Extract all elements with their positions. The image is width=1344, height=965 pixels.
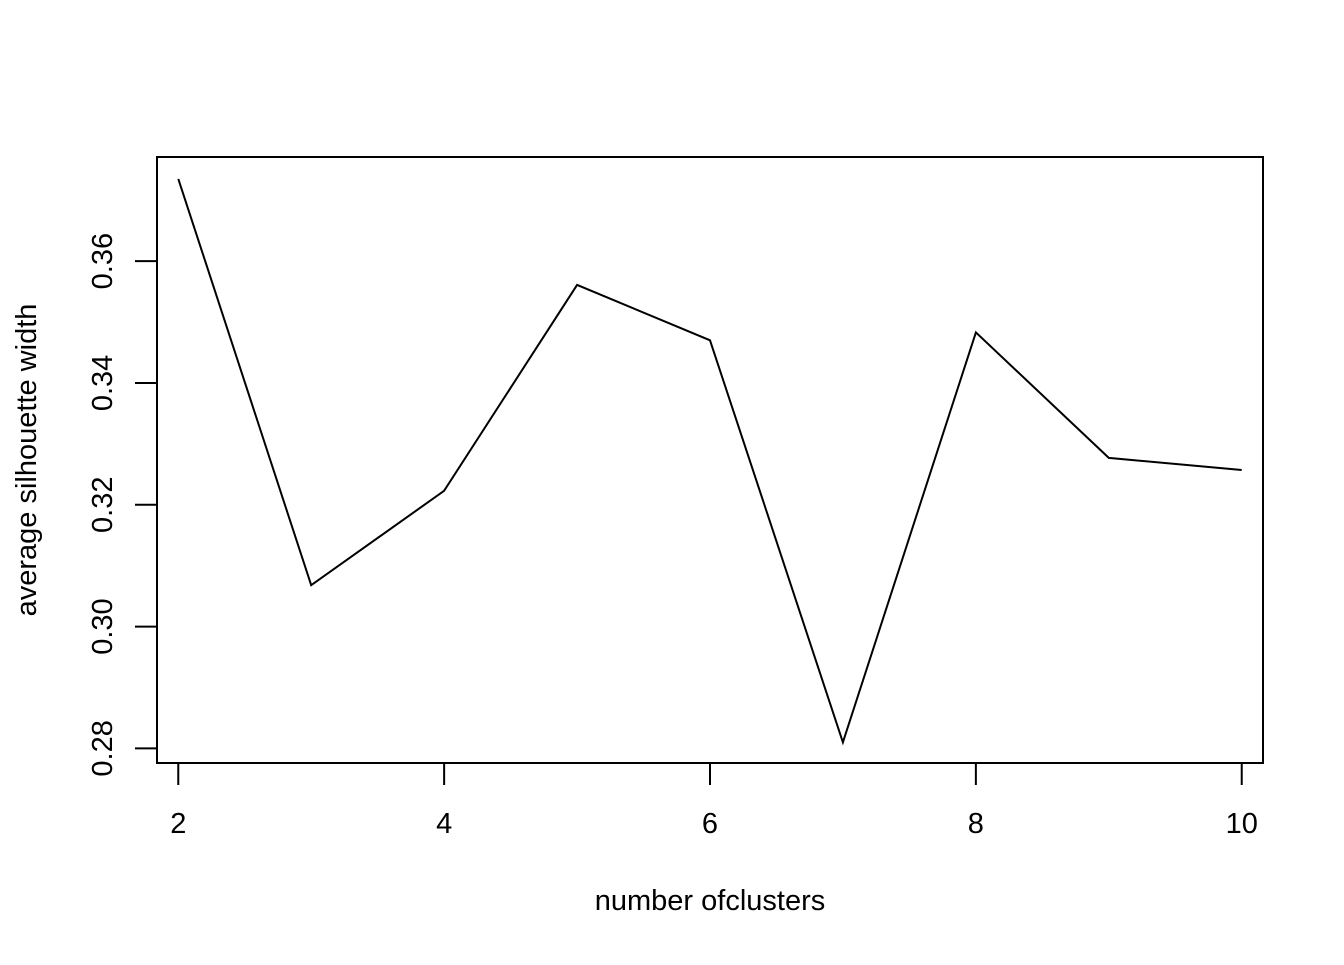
y-tick-label: 0.32 bbox=[87, 477, 119, 533]
x-tick-label: 4 bbox=[436, 808, 452, 840]
x-tick-label: 10 bbox=[1226, 808, 1258, 840]
y-tick-label: 0.28 bbox=[87, 720, 119, 776]
y-tick-label: 0.36 bbox=[87, 233, 119, 289]
x-axis-title: number ofclusters bbox=[595, 885, 826, 917]
plot-frame bbox=[156, 156, 1264, 764]
series-line bbox=[177, 178, 1242, 746]
y-tick-label: 0.34 bbox=[87, 355, 119, 411]
y-axis-title: average silhouette width bbox=[11, 304, 43, 617]
x-axis: 2 4 6 8 10 bbox=[170, 762, 1258, 840]
series-layer bbox=[177, 178, 1242, 746]
y-tick-label: 0.30 bbox=[87, 598, 119, 654]
x-tick-label: 8 bbox=[968, 808, 984, 840]
x-tick-label: 2 bbox=[170, 808, 186, 840]
x-tick-label: 6 bbox=[702, 808, 718, 840]
y-axis: 0.28 0.30 0.32 0.34 0.36 bbox=[87, 233, 158, 777]
